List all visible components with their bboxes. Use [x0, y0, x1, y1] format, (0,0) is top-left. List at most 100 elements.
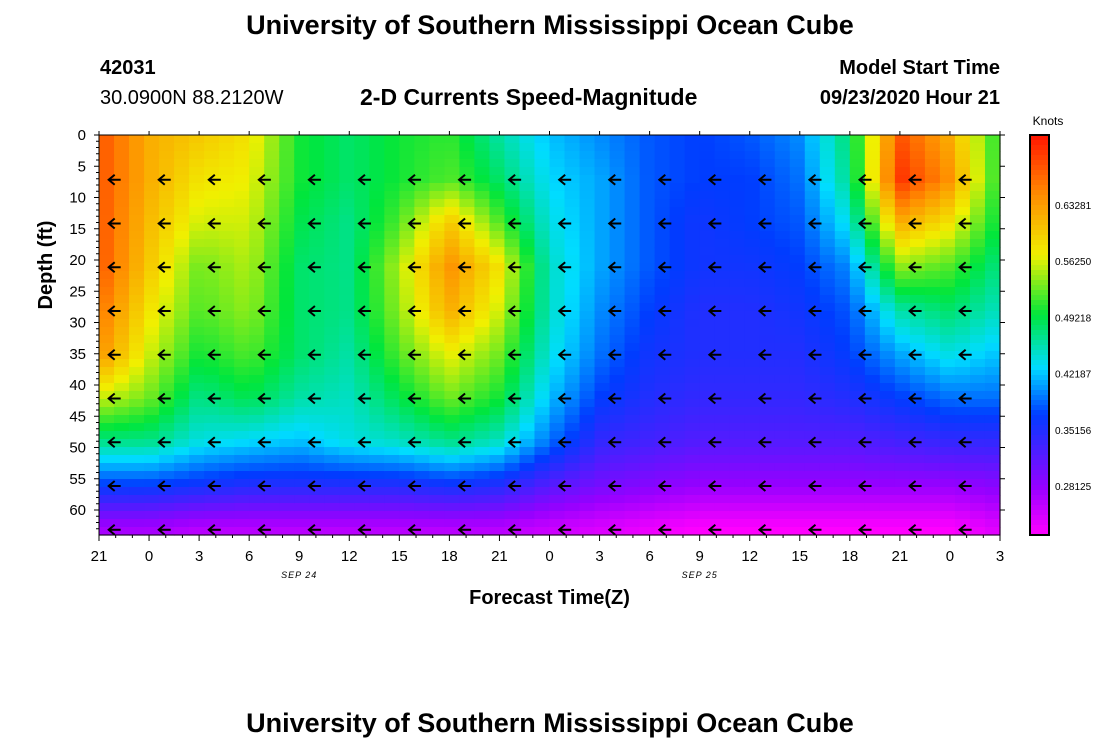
heat-cell — [219, 343, 235, 352]
heat-cell — [609, 487, 626, 496]
heat-cell — [384, 431, 400, 440]
heat-cell — [714, 327, 731, 336]
heat-cell — [939, 319, 956, 328]
heat-cell — [789, 143, 806, 152]
heat-cell — [684, 439, 701, 448]
heat-cell — [384, 423, 400, 432]
heat-cell — [399, 215, 415, 224]
heat-cell — [264, 271, 280, 280]
heat-cell — [414, 319, 430, 328]
heat-cell — [579, 511, 596, 520]
colorbar: Knots0.281250.351560.421870.492180.56250… — [1029, 114, 1092, 536]
heat-cell — [114, 399, 130, 408]
heat-cell — [579, 255, 596, 264]
heat-cell — [969, 327, 986, 336]
heat-cell — [249, 151, 265, 160]
heat-cell — [279, 463, 295, 472]
heat-cell — [804, 447, 821, 456]
heat-cell — [144, 223, 160, 232]
heat-cell — [279, 471, 295, 480]
heat-cell — [699, 231, 716, 240]
heat-cell — [474, 303, 491, 312]
heat-cell — [114, 239, 130, 248]
heat-cell — [624, 295, 641, 304]
heat-cell — [774, 183, 791, 192]
heat-cell — [234, 159, 250, 168]
heat-cell — [849, 311, 866, 320]
heat-cell — [99, 207, 115, 216]
heat-cell — [564, 327, 581, 336]
heat-cell — [594, 231, 611, 240]
heat-cell — [324, 287, 340, 296]
heat-cell — [894, 303, 911, 312]
heat-cell — [849, 167, 866, 176]
heat-cell — [699, 487, 716, 496]
heat-cell — [954, 295, 971, 304]
heat-cell — [594, 167, 611, 176]
heat-cell — [519, 495, 536, 504]
current-arrow — [307, 217, 321, 230]
heat-cell — [909, 143, 926, 152]
heat-cell — [414, 231, 430, 240]
heat-cell — [654, 239, 671, 248]
heat-cell — [894, 143, 911, 152]
heat-cell — [429, 287, 445, 296]
colorbar-segment — [1030, 465, 1049, 471]
heat-cell — [969, 399, 986, 408]
heat-cell — [489, 151, 506, 160]
heat-cell — [534, 223, 551, 232]
heat-cell — [819, 199, 836, 208]
heat-cell — [264, 487, 280, 496]
heat-cell — [714, 143, 731, 152]
heat-cell — [444, 231, 460, 240]
current-arrow — [908, 173, 922, 186]
heat-cell — [564, 303, 581, 312]
heat-cell — [834, 351, 851, 360]
heat-cell — [459, 431, 476, 440]
heat-cell — [684, 231, 701, 240]
heat-cell — [549, 391, 566, 400]
heat-cell — [444, 215, 460, 224]
heat-cell — [744, 519, 761, 528]
heat-cell — [924, 159, 941, 168]
heat-cell — [144, 359, 160, 368]
heat-cell — [114, 311, 130, 320]
heat-cell — [714, 135, 731, 144]
heat-cell — [114, 255, 130, 264]
heat-cell — [924, 503, 941, 512]
heat-cell — [579, 199, 596, 208]
heat-cell — [219, 199, 235, 208]
heat-cell — [444, 495, 460, 504]
heat-cell — [969, 167, 986, 176]
heat-cell — [879, 391, 896, 400]
heat-cell — [549, 511, 566, 520]
heat-cell — [309, 167, 325, 176]
heat-cell — [99, 503, 115, 512]
heat-cell — [594, 495, 611, 504]
heat-cell — [594, 463, 611, 472]
heat-cell — [399, 375, 415, 384]
heat-cell — [834, 215, 851, 224]
heat-cell — [804, 495, 821, 504]
current-arrow — [707, 305, 722, 317]
heat-cell — [264, 207, 280, 216]
heat-cell — [654, 519, 671, 528]
heat-cell — [144, 183, 160, 192]
heat-cell — [564, 311, 581, 320]
heat-cell — [384, 311, 400, 320]
heat-cell — [579, 327, 596, 336]
heat-cell — [684, 223, 701, 232]
current-arrow — [257, 217, 271, 230]
heat-cell — [354, 343, 370, 352]
heat-cell — [414, 479, 430, 488]
heat-cell — [924, 391, 941, 400]
heat-cell — [159, 335, 175, 344]
heat-cell — [264, 519, 280, 528]
heat-cell — [339, 527, 355, 536]
heat-cell — [564, 479, 581, 488]
heat-cell — [504, 159, 521, 168]
heat-cell — [399, 159, 415, 168]
heat-cell — [234, 479, 250, 488]
heat-cell — [294, 479, 310, 488]
current-arrow — [507, 392, 522, 405]
